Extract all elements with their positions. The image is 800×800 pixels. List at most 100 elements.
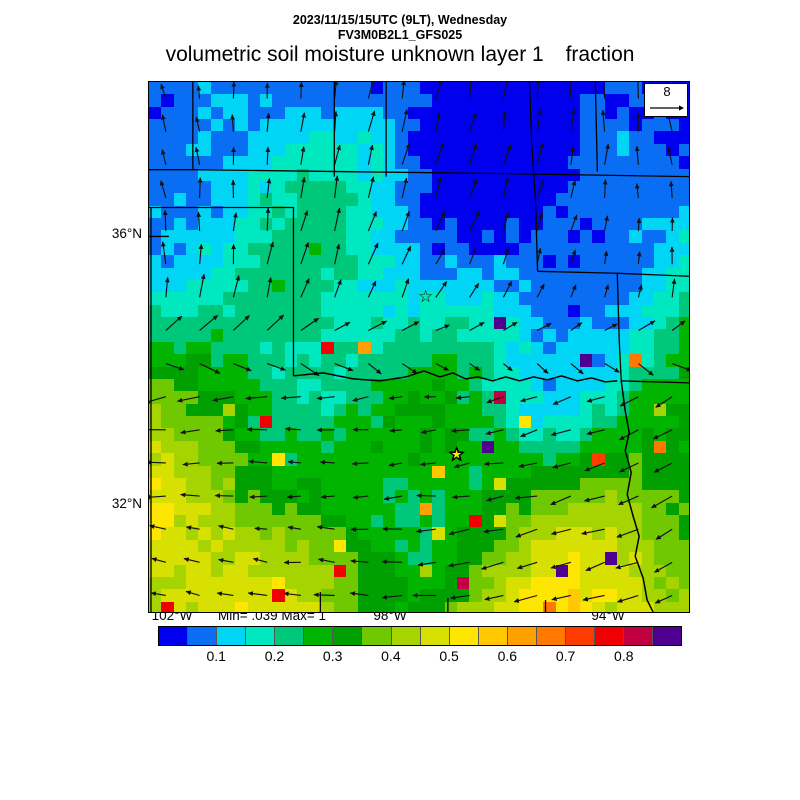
- raster-cell: [309, 279, 323, 293]
- raster-cell: [481, 106, 495, 120]
- map-plot-area[interactable]: ★ ☆ 8: [148, 81, 690, 613]
- raster-cell: [149, 205, 162, 219]
- raster-cell: [654, 230, 667, 244]
- raster-cell: [567, 255, 581, 269]
- raster-cell: [247, 242, 261, 256]
- raster-cell: [481, 304, 495, 318]
- raster-cell: [222, 341, 236, 355]
- raster-cell: [383, 292, 396, 306]
- raster-cell: [604, 193, 618, 207]
- raster-cell: [296, 94, 310, 108]
- raster-cell: [309, 242, 323, 256]
- raster-cell: [161, 317, 175, 331]
- raster-cell: [272, 193, 286, 207]
- raster-cell: [383, 329, 396, 343]
- raster-cell: [210, 143, 224, 157]
- raster-cell: [272, 156, 286, 170]
- raster-cell: [395, 131, 409, 145]
- raster-cell: [666, 292, 680, 306]
- raster-cell: [555, 143, 569, 157]
- raster-cell: [555, 292, 569, 306]
- raster-cell: [235, 255, 249, 269]
- raster-cell: [395, 329, 409, 343]
- raster-cell: [678, 378, 689, 392]
- raster-cell: [580, 292, 594, 306]
- raster-cell: [592, 329, 606, 343]
- raster-cell: [370, 378, 384, 392]
- raster-cell: [481, 193, 495, 207]
- raster-cell: [456, 119, 470, 133]
- raster-cell: [506, 119, 520, 133]
- raster-cell: [555, 317, 569, 331]
- raster-cell: [210, 82, 224, 95]
- raster-cell: [185, 242, 199, 256]
- raster-cell: [370, 317, 384, 331]
- raster-cell: [444, 119, 458, 133]
- raster-cell: [210, 106, 224, 120]
- raster-cell: [604, 156, 618, 170]
- raster-cell: [617, 304, 630, 318]
- raster-cell: [481, 94, 495, 108]
- raster-cell: [456, 317, 470, 331]
- raster-cell: [395, 366, 409, 380]
- raster-cell: [259, 193, 273, 207]
- raster-cell: [444, 205, 458, 219]
- raster-cell: [222, 218, 236, 232]
- raster-cell: [518, 205, 532, 219]
- raster-cell: [580, 180, 594, 194]
- raster-cell: [469, 131, 483, 145]
- raster-cell: [555, 119, 569, 133]
- raster-cell: [518, 119, 532, 133]
- raster-cell: [420, 131, 433, 145]
- raster-cell: [149, 242, 162, 256]
- raster-cell: [543, 180, 557, 194]
- raster-cell: [481, 378, 495, 392]
- raster-cell: [604, 255, 618, 269]
- raster-cell: [543, 205, 557, 219]
- raster-cell: [518, 180, 532, 194]
- raster-cell: [185, 267, 199, 281]
- raster-cell: [641, 156, 655, 170]
- raster-cell: [272, 378, 286, 392]
- raster-cell: [407, 341, 421, 355]
- colorbar-segment-16: [624, 627, 654, 645]
- raster-cell: [309, 292, 323, 306]
- raster-cell: [530, 193, 544, 207]
- raster-cell: [555, 279, 569, 293]
- raster-cell: [222, 230, 236, 244]
- raster-cell: [198, 193, 212, 207]
- raster-cell: [333, 119, 347, 133]
- raster-cell: [456, 205, 470, 219]
- raster-cell: [407, 255, 421, 269]
- raster-cell: [654, 279, 667, 293]
- raster-cell: [543, 168, 557, 182]
- raster-cell: [198, 156, 212, 170]
- raster-cell: [629, 94, 643, 108]
- raster-cell: [247, 106, 261, 120]
- colorbar[interactable]: [158, 626, 682, 646]
- raster-cell: [210, 317, 224, 331]
- raster-cell: [321, 180, 335, 194]
- raster-cell: [309, 378, 323, 392]
- raster-cell: [641, 205, 655, 219]
- raster-cell: [580, 341, 594, 355]
- raster-cell: [346, 205, 359, 219]
- raster-cell: [580, 94, 594, 108]
- raster-cell: [333, 106, 347, 120]
- raster-cell: [432, 255, 446, 269]
- raster-cell: [518, 378, 532, 392]
- raster-cell: [617, 230, 630, 244]
- raster-cell: [185, 230, 199, 244]
- raster-cell: [420, 180, 433, 194]
- raster-cell: [210, 94, 224, 108]
- raster-cell: [654, 218, 667, 232]
- raster-cell: [555, 180, 569, 194]
- raster-cell: [296, 255, 310, 269]
- raster-cell: [641, 292, 655, 306]
- raster-cell: [654, 292, 667, 306]
- raster-cell: [284, 193, 298, 207]
- raster-cell: [469, 143, 483, 157]
- raster-cell: [420, 267, 433, 281]
- raster-cell: [321, 205, 335, 219]
- raster-cell: [493, 180, 507, 194]
